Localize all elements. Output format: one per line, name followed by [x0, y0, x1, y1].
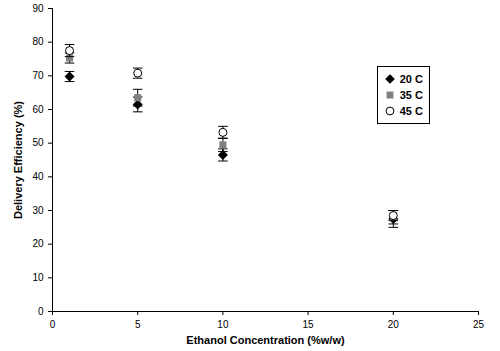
svg-text:90: 90: [32, 3, 44, 14]
svg-text:20: 20: [32, 238, 44, 249]
svg-text:50: 50: [32, 137, 44, 148]
svg-text:25: 25: [473, 319, 485, 330]
svg-text:10: 10: [32, 272, 44, 283]
svg-text:40: 40: [32, 171, 44, 182]
svg-text:0: 0: [38, 306, 44, 317]
html-text:20 C: 20 C: [399, 73, 423, 85]
svg-text:70: 70: [32, 70, 44, 81]
svg-text:20: 20: [388, 319, 400, 330]
svg-text:10: 10: [217, 319, 229, 330]
svg-text:80: 80: [32, 36, 44, 47]
svg-text:5: 5: [135, 319, 141, 330]
svg-text:60: 60: [32, 104, 44, 115]
html-text:35 C: 35 C: [399, 89, 423, 101]
html-text:45 C: 45 C: [399, 105, 423, 117]
svg-text:0: 0: [50, 319, 56, 330]
svg-text:Delivery Efficiency (%): Delivery Efficiency (%): [12, 101, 24, 219]
svg-text:15: 15: [303, 319, 315, 330]
svg-text:Ethanol Concentration (%w/w): Ethanol Concentration (%w/w): [186, 334, 345, 346]
svg-text:30: 30: [32, 205, 44, 216]
